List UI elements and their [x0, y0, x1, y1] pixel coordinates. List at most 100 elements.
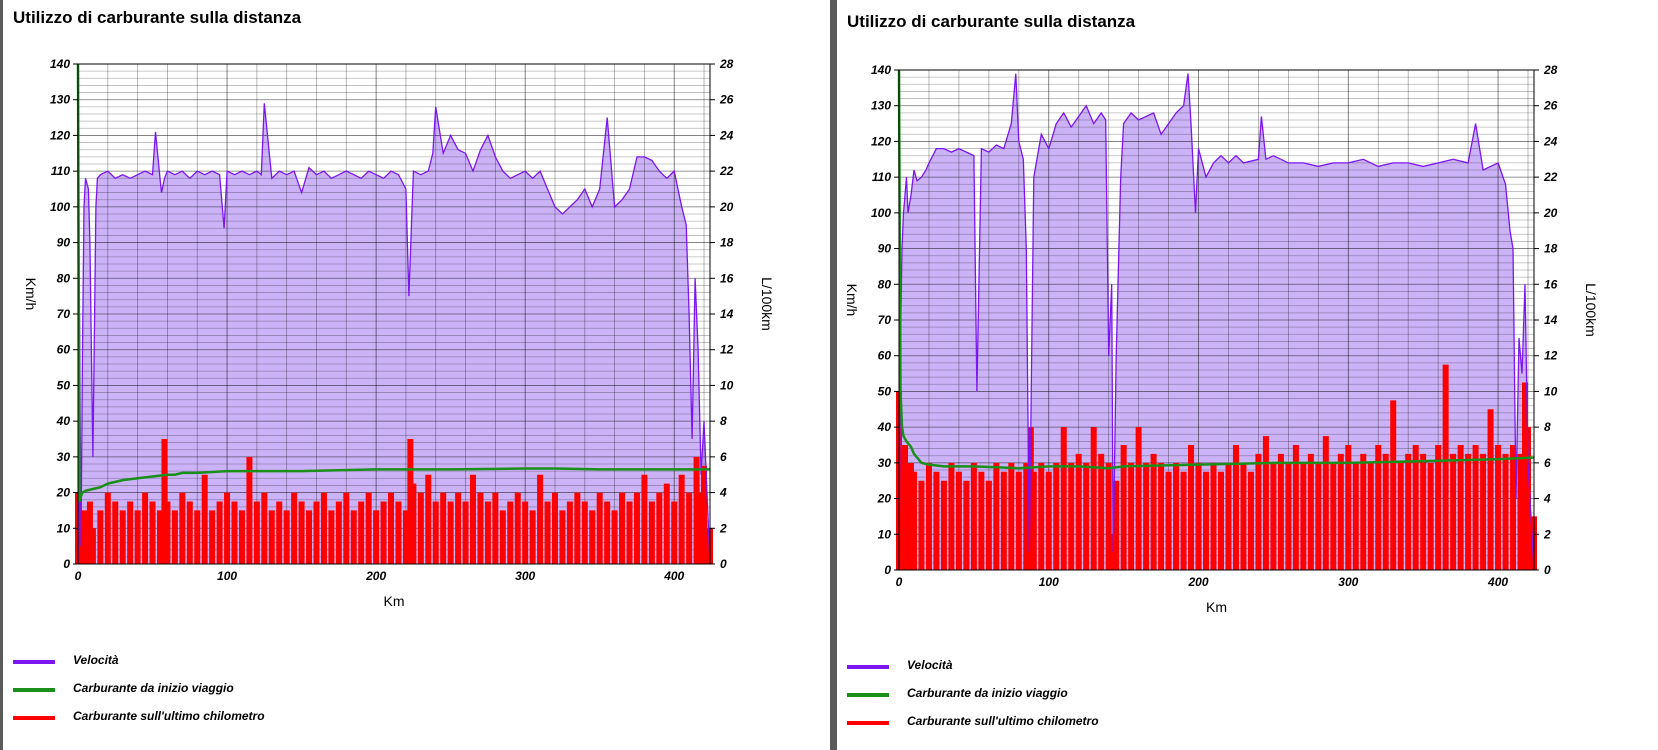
speed-line: [898, 73, 1535, 571]
y-tick-label-left: 0: [63, 557, 70, 571]
y-tick-label-right: 0: [1544, 563, 1551, 577]
y-tick-label-right: 14: [720, 307, 734, 321]
y-tick-label-right: 0: [720, 557, 727, 571]
legend-swatch-speed: [847, 665, 889, 669]
y-tick-label-right: 10: [720, 378, 734, 392]
chart-canvas: 0102030405060708090100110120130140024681…: [844, 63, 1599, 615]
y-tick-label-left: 90: [57, 236, 71, 250]
x-tick-label: 400: [663, 569, 684, 583]
y-tick-label-left: 20: [877, 492, 892, 506]
y-tick-label-right: 22: [1543, 170, 1558, 184]
y-tick-label-left: 40: [877, 420, 892, 434]
y-tick-label-right: 18: [1544, 242, 1558, 256]
y-tick-label-left: 80: [878, 277, 892, 291]
y-tick-label-left: 70: [878, 313, 892, 327]
y-tick-label-right: 2: [719, 521, 727, 535]
legend-item-fuel-last-km: Carburante sull'ultimo chilometro: [847, 711, 1247, 739]
x-tick-label: 0: [896, 575, 903, 589]
legend-item-speed: Velocità: [847, 655, 1247, 683]
y-tick-label-right: 4: [1543, 492, 1551, 506]
y-tick-label-right: 26: [1543, 99, 1558, 113]
y-tick-label-left: 60: [878, 349, 892, 363]
y-tick-label-right: 16: [720, 271, 734, 285]
y-tick-label-left: 70: [57, 307, 71, 321]
y-tick-label-left: 90: [878, 242, 892, 256]
y-tick-label-left: 100: [871, 206, 891, 220]
y-tick-label-right: 6: [720, 450, 727, 464]
x-tick-label: 300: [1338, 575, 1358, 589]
legend-swatch-fuel-last-km: [13, 716, 55, 720]
y-tick-label-left: 50: [878, 384, 892, 398]
y-tick-label-right: 26: [719, 93, 734, 107]
y-tick-label-right: 12: [720, 343, 734, 357]
x-tick-label: 300: [515, 569, 535, 583]
x-axis-label: Km: [384, 593, 405, 609]
legend-label-speed: Velocità: [73, 653, 119, 667]
chart-canvas: 0102030405060708090100110120130140024681…: [23, 57, 775, 609]
y-tick-label-left: 30: [878, 456, 892, 470]
legend-label-fuel-since-start: Carburante da inizio viaggio: [907, 686, 1068, 700]
y-tick-label-right: 18: [720, 236, 734, 250]
y-axis-label-right: L/100km: [1583, 283, 1599, 337]
y-tick-label-left: 10: [57, 521, 71, 535]
chart-legend: Velocità Carburante da inizio viaggio Ca…: [847, 655, 1247, 739]
x-tick-label: 200: [365, 569, 386, 583]
y-tick-label-left: 40: [56, 414, 71, 428]
speed-line: [77, 103, 711, 565]
y-tick-label-right: 14: [1544, 313, 1558, 327]
y-tick-label-right: 8: [1544, 420, 1551, 434]
y-tick-label-right: 6: [1544, 456, 1551, 470]
y-tick-label-right: 12: [1544, 349, 1558, 363]
speed-area-fill: [78, 103, 710, 565]
y-tick-label-left: 140: [871, 63, 891, 77]
y-axis-label-left: Km/h: [844, 284, 860, 317]
legend-item-fuel-since-start: Carburante da inizio viaggio: [13, 678, 413, 706]
y-tick-label-left: 50: [57, 378, 71, 392]
legend-item-speed: Velocità: [13, 650, 413, 678]
y-tick-label-left: 60: [57, 343, 71, 357]
x-tick-label: 400: [1487, 575, 1508, 589]
y-tick-label-left: 120: [871, 134, 891, 148]
y-tick-label-right: 16: [1544, 277, 1558, 291]
y-tick-label-left: 100: [50, 200, 70, 214]
y-tick-label-left: 20: [56, 486, 71, 500]
y-tick-label-right: 22: [719, 164, 734, 178]
legend-label-speed: Velocità: [907, 658, 953, 672]
y-tick-label-left: 140: [50, 57, 70, 71]
y-tick-label-left: 10: [878, 527, 892, 541]
legend-label-fuel-since-start: Carburante da inizio viaggio: [73, 681, 234, 695]
fuel-since-start-line: [897, 69, 1535, 470]
y-tick-label-left: 120: [50, 128, 70, 142]
y-axis-label-right: L/100km: [759, 277, 775, 331]
y-tick-label-right: 20: [719, 200, 734, 214]
legend-item-fuel-since-start: Carburante da inizio viaggio: [847, 683, 1247, 711]
y-tick-label-right: 4: [719, 486, 727, 500]
x-tick-label: 200: [1188, 575, 1209, 589]
legend-swatch-fuel-last-km: [847, 721, 889, 725]
chart-legend: Velocità Carburante da inizio viaggio Ca…: [13, 650, 413, 734]
legend-item-fuel-last-km: Carburante sull'ultimo chilometro: [13, 706, 413, 734]
y-tick-label-left: 130: [50, 93, 70, 107]
legend-swatch-speed: [13, 660, 55, 664]
y-tick-label-right: 28: [719, 57, 734, 71]
y-tick-label-left: 0: [884, 563, 891, 577]
y-tick-label-right: 24: [1543, 134, 1558, 148]
y-tick-label-left: 30: [57, 450, 71, 464]
x-tick-label: 100: [1039, 575, 1059, 589]
y-tick-label-left: 130: [871, 99, 891, 113]
y-tick-label-right: 24: [719, 128, 734, 142]
legend-label-fuel-last-km: Carburante sull'ultimo chilometro: [73, 709, 265, 723]
fuel-since-start-line: [76, 63, 710, 502]
x-tick-label: 100: [217, 569, 237, 583]
x-tick-label: 0: [75, 569, 82, 583]
y-tick-label-left: 110: [872, 170, 891, 184]
y-tick-label-right: 8: [720, 414, 727, 428]
chart-title: Utilizzo di carburante sulla distanza: [13, 8, 302, 27]
y-tick-label-right: 28: [1543, 63, 1558, 77]
legend-swatch-fuel-since-start: [13, 688, 55, 692]
legend-swatch-fuel-since-start: [847, 693, 889, 697]
chart-panel-left: Utilizzo di carburante sulla distanza 0 1…: [3, 0, 830, 750]
y-tick-label-right: 2: [1543, 527, 1551, 541]
chart-panel-right: Utilizzo di carburante sulla distanza 0 1…: [837, 0, 1658, 750]
x-axis-label: Km: [1206, 599, 1227, 615]
